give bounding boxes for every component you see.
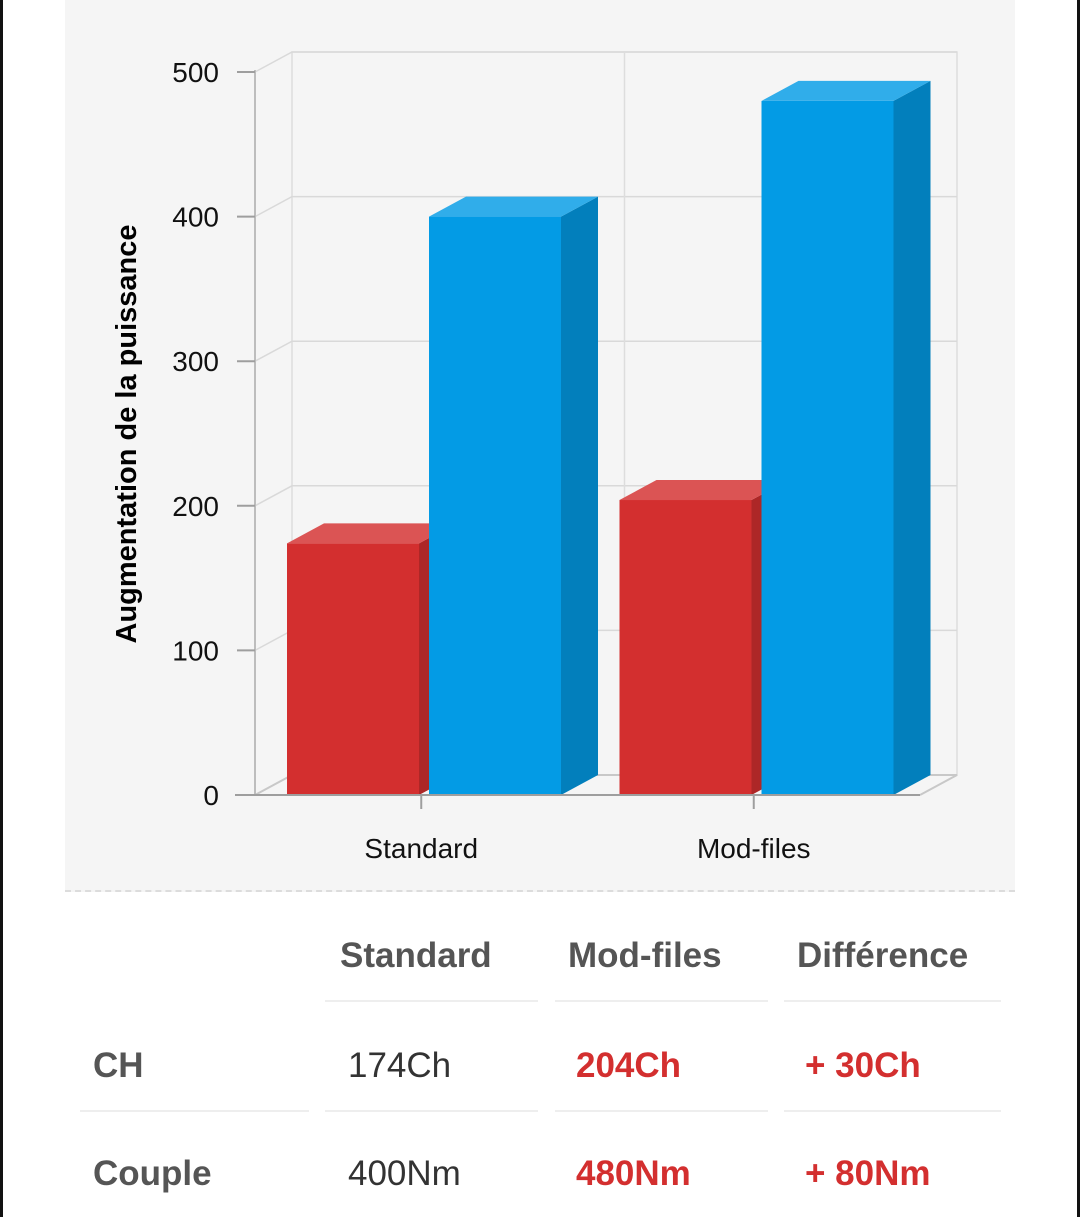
header-divider (325, 1000, 538, 1002)
bar-front (761, 100, 894, 796)
gridline (254, 51, 957, 73)
bar-front (429, 216, 561, 796)
couple-standard-value: 400Nm (348, 1154, 461, 1193)
gridline (254, 340, 957, 362)
header-modfiles: Mod-files (568, 936, 722, 975)
header-standard: Standard (340, 936, 492, 975)
header-divider (555, 1000, 768, 1002)
y-axis-title: Augmentation de la puissance (111, 225, 143, 644)
row-label-ch: CH (93, 1046, 144, 1085)
header-divider (784, 1000, 1001, 1002)
couple-difference-value: + 80Nm (805, 1154, 931, 1193)
y-tick-label: 0 (203, 780, 219, 811)
row-label-couple: Couple (93, 1154, 212, 1193)
bar-side (893, 80, 931, 796)
row-divider (784, 1110, 1001, 1112)
bar-front (287, 543, 419, 795)
y-tick-label: 200 (172, 491, 219, 522)
bar-top (619, 480, 789, 501)
comparison-table: Standard Mod-files Différence CH 174Ch 2… (0, 892, 1080, 1217)
y-tick-label: 500 (172, 57, 219, 88)
screen-edge-left (0, 0, 3, 1217)
chart-labels: 0 100 200 300 400 500 Standard Mod-files (172, 57, 810, 864)
chart-bars (287, 80, 931, 796)
ch-modfiles-value: 204Ch (576, 1046, 682, 1085)
ch-difference-value: + 30Ch (805, 1046, 921, 1085)
bar-top (429, 196, 598, 217)
bar-top (761, 80, 931, 101)
x-tick-label: Mod-files (697, 833, 811, 864)
header-difference: Différence (797, 936, 969, 975)
bar-front (619, 500, 752, 795)
gridline (254, 195, 957, 218)
screen-edge-right (1077, 0, 1080, 1217)
bar-side (561, 196, 598, 796)
y-tick-label: 100 (172, 635, 219, 666)
y-tick-label: 400 (172, 202, 219, 233)
chart-panel: 0 100 200 300 400 500 Standard Mod-files Augmen… (65, 0, 1015, 892)
x-tick-label: Standard (364, 833, 478, 864)
chart-axes (235, 70, 920, 809)
row-divider (555, 1110, 768, 1112)
bar-top (287, 523, 456, 544)
power-chart: 0 100 200 300 400 500 Standard Mod-files Augmen… (111, 51, 958, 864)
couple-modfiles-value: 480Nm (576, 1154, 691, 1193)
row-divider (80, 1110, 309, 1112)
row-divider (325, 1110, 538, 1112)
y-tick-label: 300 (172, 346, 219, 377)
ch-standard-value: 174Ch (348, 1046, 452, 1085)
